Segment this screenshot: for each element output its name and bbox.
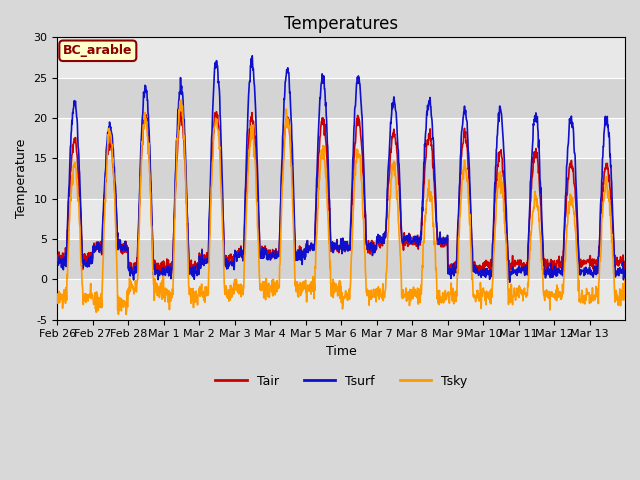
Bar [58,158,625,199]
Title: Temperatures: Temperatures [284,15,398,33]
Legend: Tair, Tsurf, Tsky: Tair, Tsurf, Tsky [211,370,472,393]
Bar [58,199,625,239]
Bar [58,118,625,158]
Bar [58,78,625,118]
X-axis label: Time: Time [326,345,356,358]
Bar [58,239,625,279]
Bar [58,37,625,78]
Y-axis label: Temperature: Temperature [15,139,28,218]
Text: BC_arable: BC_arable [63,44,132,57]
Bar [58,279,625,320]
